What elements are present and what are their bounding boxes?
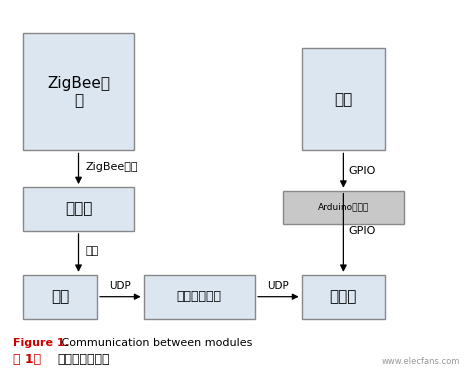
Text: 协调器: 协调器 <box>65 202 92 217</box>
FancyBboxPatch shape <box>302 48 385 150</box>
Text: Communication between modules: Communication between modules <box>58 338 252 348</box>
Text: ZigBee节
点: ZigBee节 点 <box>47 76 110 108</box>
Text: UDP: UDP <box>109 281 131 291</box>
Text: Arduino扩展板: Arduino扩展板 <box>318 203 369 212</box>
Text: GPIO: GPIO <box>348 166 376 175</box>
Text: 电机: 电机 <box>334 92 352 107</box>
FancyBboxPatch shape <box>23 187 134 231</box>
Text: 图 1．: 图 1． <box>13 353 42 366</box>
Text: ZigBee协议: ZigBee协议 <box>86 162 138 172</box>
Text: 数据管理中心: 数据管理中心 <box>177 290 222 303</box>
FancyBboxPatch shape <box>23 275 97 319</box>
Text: 串口: 串口 <box>86 246 99 256</box>
Text: 树莓派: 树莓派 <box>330 289 357 304</box>
Text: Figure 1.: Figure 1. <box>13 338 70 348</box>
FancyBboxPatch shape <box>283 191 404 224</box>
Text: 模块间通信关系: 模块间通信关系 <box>58 353 110 366</box>
Text: GPIO: GPIO <box>348 226 376 236</box>
Text: UDP: UDP <box>267 281 289 291</box>
FancyBboxPatch shape <box>144 275 255 319</box>
Text: 网关: 网关 <box>51 289 69 304</box>
FancyBboxPatch shape <box>23 33 134 150</box>
FancyBboxPatch shape <box>302 275 385 319</box>
Text: www.elecfans.com: www.elecfans.com <box>381 357 460 366</box>
